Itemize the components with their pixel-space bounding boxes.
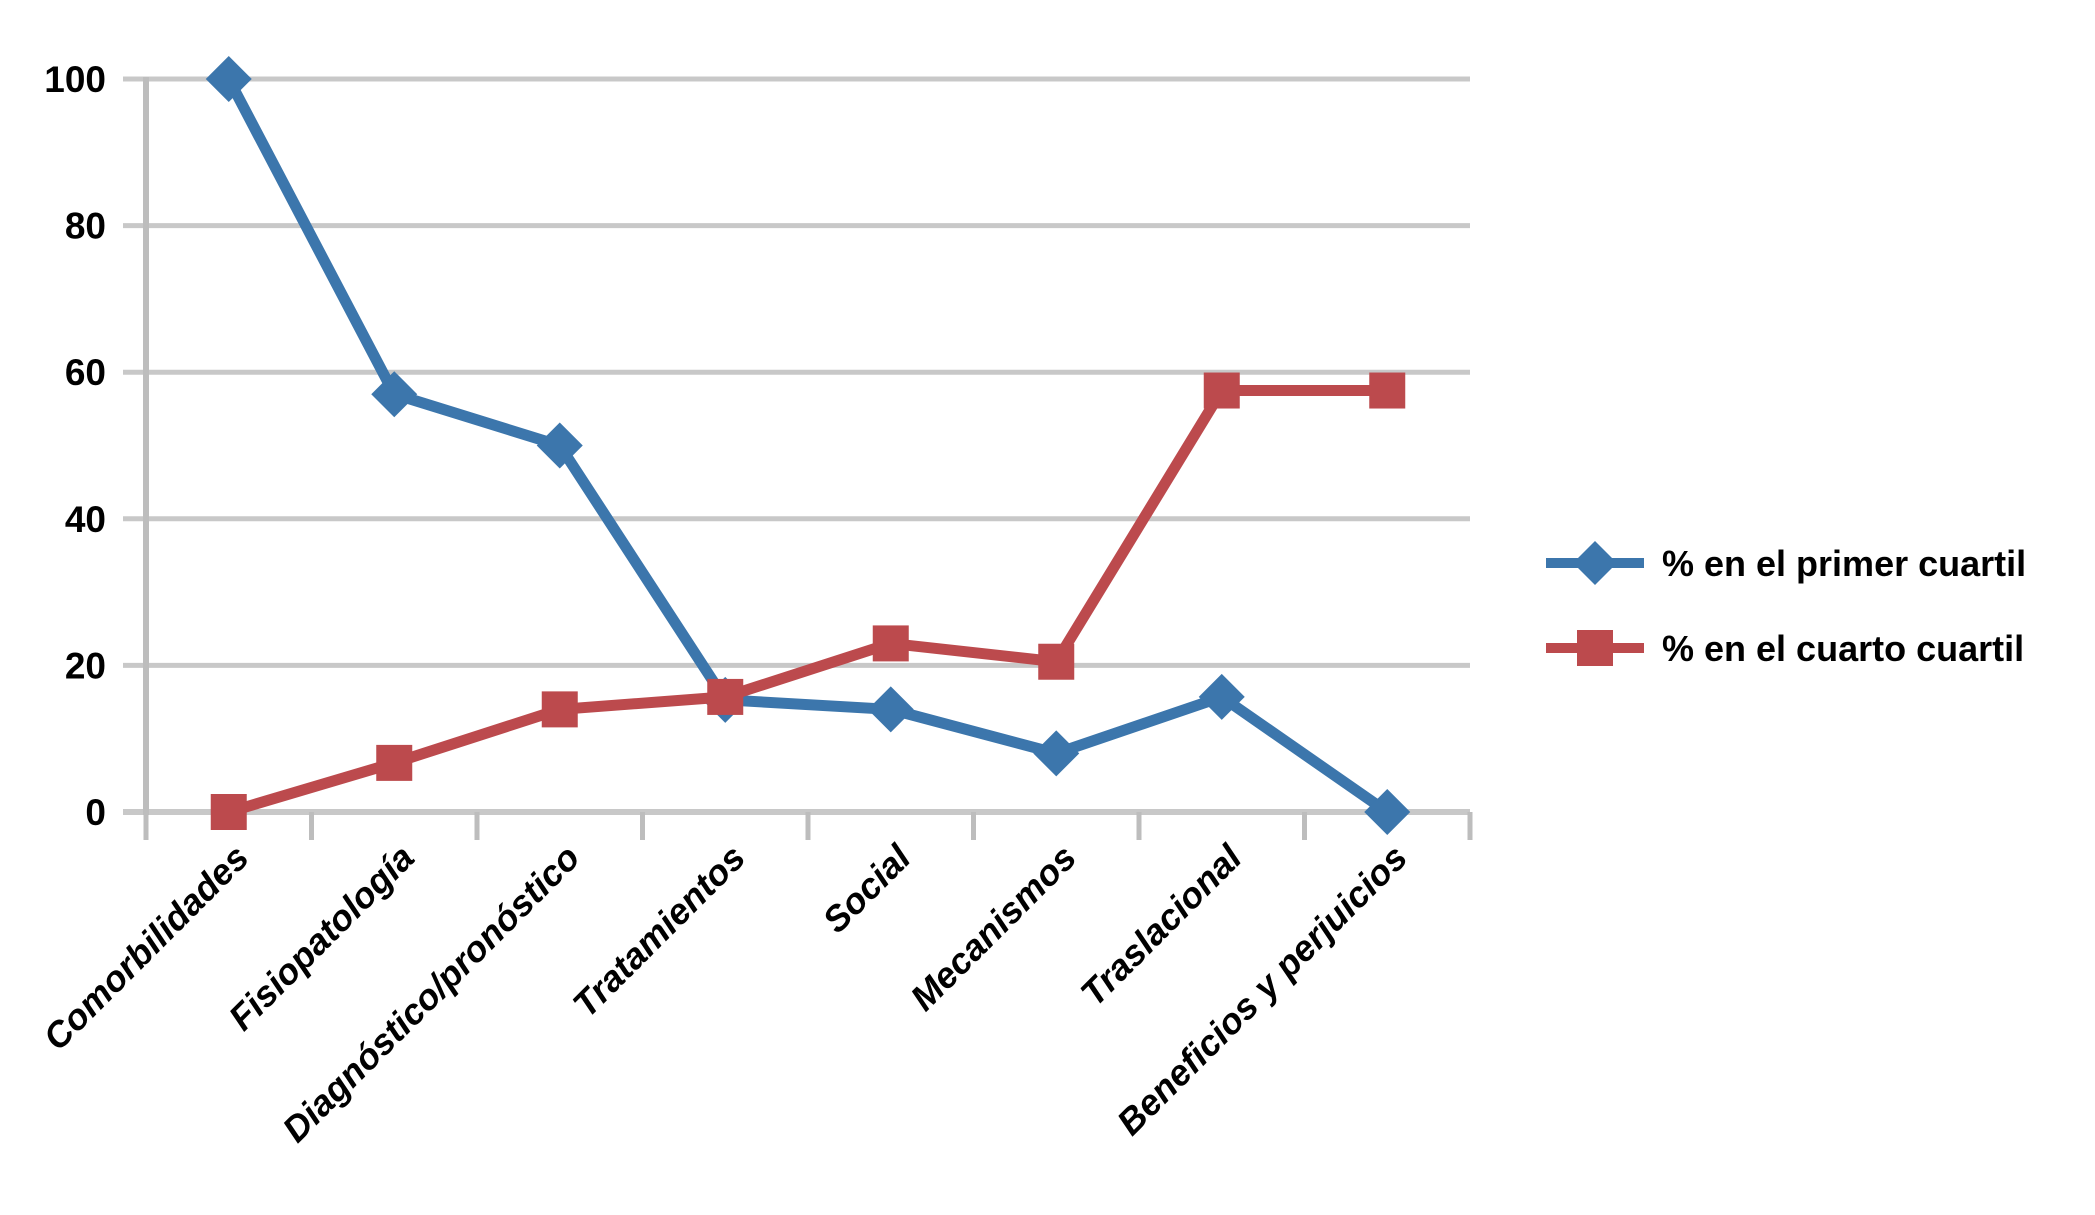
data-point-square-cuarto-cuartil	[872, 625, 909, 662]
x-axis-ticks	[143, 812, 1473, 840]
legend-item-primer-cuartil: % en el primer cuartil	[1546, 541, 2026, 585]
data-point-square-cuarto-cuartil	[1203, 372, 1240, 409]
data-point-square-cuarto-cuartil	[376, 744, 413, 781]
x-category-label: Traslacional	[1072, 836, 1250, 1014]
legend: % en el primer cuartil % en el cuarto cua…	[1546, 541, 2026, 669]
legend-label: % en el cuarto cuartil	[1662, 628, 2024, 669]
x-category-label: Social	[814, 836, 919, 941]
x-category-label: Diagnóstico/pronóstico	[274, 837, 587, 1150]
data-point-diamond-primer-cuartil	[1364, 789, 1411, 835]
y-tick-label: 20	[65, 645, 106, 686]
y-tick-label: 80	[65, 206, 106, 247]
data-point-diamond-primer-cuartil	[205, 56, 252, 102]
series-line-primer-cuartil	[223, 76, 1391, 817]
plot-gridlines	[123, 76, 1470, 815]
x-category-label: Tratamientos	[565, 837, 753, 1025]
series-line-cuarto-cuartil	[227, 385, 1388, 818]
data-point-square-cuarto-cuartil	[541, 691, 578, 728]
y-tick-label: 0	[85, 792, 106, 833]
series-cuarto-cuartil	[210, 372, 1406, 830]
legend-marker-square	[1577, 630, 1613, 666]
data-point-square-cuarto-cuartil	[1038, 643, 1075, 680]
data-point-square-cuarto-cuartil	[210, 794, 247, 830]
data-point-diamond-primer-cuartil	[867, 686, 914, 733]
x-category-label: Mecanismos	[902, 837, 1084, 1019]
data-point-square-cuarto-cuartil	[707, 678, 744, 715]
y-tick-label: 60	[65, 352, 106, 393]
y-tick-label: 100	[44, 59, 106, 100]
legend-marker-diamond	[1573, 541, 1617, 585]
data-point-square-cuarto-cuartil	[1369, 372, 1406, 409]
data-point-diamond-primer-cuartil	[1033, 730, 1080, 777]
data-point-diamond-primer-cuartil	[536, 422, 583, 469]
x-category-label: Comorbilidades	[35, 837, 256, 1058]
legend-label: % en el primer cuartil	[1662, 543, 2026, 584]
x-axis-labels: ComorbilidadesFisiopatologíaDiagnóstico/…	[35, 836, 1415, 1150]
data-point-diamond-primer-cuartil	[1198, 673, 1245, 720]
y-axis-labels: 0 20 40 60 80 100	[44, 59, 106, 833]
data-point-diamond-primer-cuartil	[371, 371, 418, 418]
y-tick-label: 40	[65, 499, 106, 540]
legend-item-cuarto-cuartil: % en el cuarto cuartil	[1546, 628, 2024, 669]
x-category-label: Beneficios y perjuicios	[1109, 837, 1415, 1143]
series-primer-cuartil	[205, 56, 1411, 835]
